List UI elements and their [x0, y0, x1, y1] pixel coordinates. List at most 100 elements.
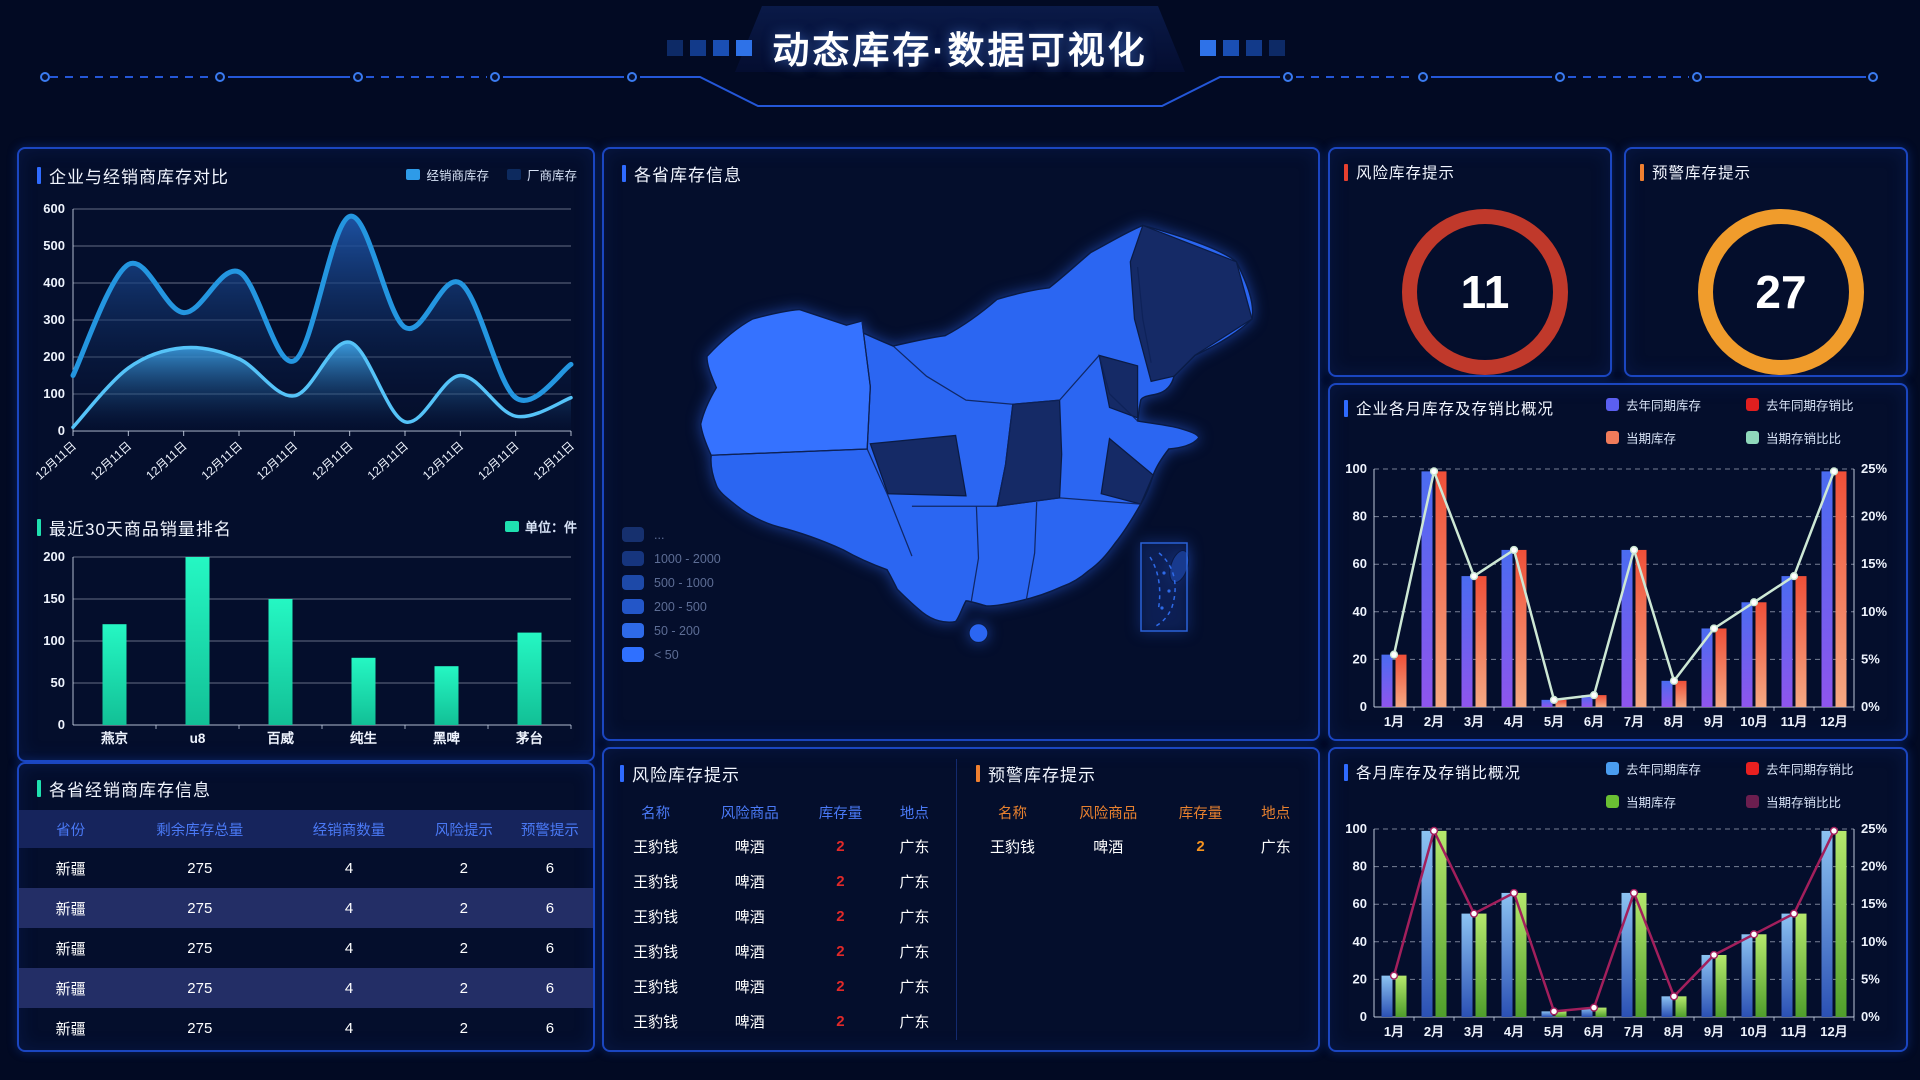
table-cell: 王豹钱 [989, 839, 1035, 856]
map-legend-item[interactable]: < 50 [622, 647, 721, 662]
svg-text:1月: 1月 [1384, 1024, 1404, 1039]
legend-swatch [1606, 795, 1619, 808]
title-plate [735, 6, 1185, 72]
legend-item[interactable]: 厂商库存 [506, 165, 577, 184]
table-cell: 275 [187, 939, 213, 957]
map-legend-swatch [622, 623, 644, 638]
svg-text:4月: 4月 [1504, 714, 1524, 729]
risk-table-header: 名称 风险商品 库存量 地点 [612, 795, 948, 829]
legend-swatch [1746, 431, 1759, 444]
column-header: 地点 [1261, 805, 1291, 822]
company-monthly-chart-canvas: 0 0% 20 5% 40 10% 60 15% 80 20% 100 25% 1月 2月 3月 4月 5月 6月… [1330, 455, 1906, 737]
svg-text:9月: 9月 [1704, 1024, 1724, 1039]
map-legend-item[interactable]: ... [622, 527, 721, 542]
china-map[interactable] [614, 193, 1308, 733]
svg-text:3月: 3月 [1464, 714, 1484, 729]
legend-swatch [1746, 762, 1759, 775]
table-cell: 6 [545, 939, 555, 957]
table-row: 王豹钱 啤酒 2 广东 [612, 969, 948, 1004]
legend-swatch [1746, 795, 1759, 808]
warn-table-body: 王豹钱 啤酒 2 广东 [968, 829, 1310, 864]
table-cell: 王豹钱 [633, 944, 679, 961]
title-accent [1344, 763, 1348, 781]
table-cell: 275 [187, 899, 213, 917]
table-row: 新疆 275 4 2 6 [19, 968, 593, 1008]
svg-text:150: 150 [43, 591, 65, 606]
legend-item[interactable]: 当期库存 [1606, 428, 1746, 447]
panel-inventory-compare: 企业与经销商库存对比 经销商库存 厂商库存 0 100 200 300 400 500 600… [17, 147, 595, 762]
svg-text:12月11日: 12月11日 [199, 439, 245, 483]
column-header: 剩余库存总量 [156, 822, 244, 839]
panel-title-row: 风险库存提示 [1344, 161, 1455, 183]
page-title: 动态库存·数据可视化 [772, 30, 1148, 71]
title-accent [1640, 163, 1644, 181]
svg-text:2月: 2月 [1424, 1024, 1444, 1039]
title-accent [37, 519, 41, 536]
legend-item[interactable]: 经销商库存 [406, 165, 489, 184]
column-header: 风险商品 [720, 805, 779, 822]
column-header: 名称 [997, 805, 1027, 822]
legend-item[interactable]: 当期存销比比 [1746, 428, 1896, 447]
table-row: 王豹钱 啤酒 2 广东 [612, 899, 948, 934]
svg-text:500: 500 [43, 238, 65, 253]
table-cell: 2 [459, 899, 468, 917]
legend-label: 去年同期存销比 [1766, 763, 1854, 777]
panel-title-row: 企业与经销商库存对比 [37, 163, 229, 188]
warn-gauge-value: 27 [1755, 266, 1807, 318]
svg-text:黑啤: 黑啤 [433, 730, 460, 746]
svg-text:6月: 6月 [1584, 1024, 1604, 1039]
legend-item[interactable]: 去年同期库存 [1606, 395, 1746, 414]
table-cell: 新疆 [55, 900, 86, 918]
map-legend-item[interactable]: 1000 - 2000 [622, 551, 721, 566]
header-deco-squares-left [667, 40, 752, 56]
legend-item[interactable]: 当期存销比比 [1746, 792, 1896, 811]
unit-label: 单位：件 [524, 520, 577, 535]
panel-risk-gauge: 风险库存提示 11 [1328, 147, 1612, 377]
map-legend-item[interactable]: 200 - 500 [622, 599, 721, 614]
table-cell: 4 [344, 939, 354, 957]
table-cell: 新疆 [55, 1020, 86, 1038]
table-cell: 王豹钱 [633, 1014, 679, 1031]
svg-text:20: 20 [1353, 971, 1367, 986]
svg-text:12月11日: 12月11日 [254, 439, 300, 483]
svg-text:80: 80 [1353, 509, 1367, 524]
table-cell: 2 [459, 979, 468, 997]
svg-text:5%: 5% [1861, 971, 1880, 986]
table-cell: 啤酒 [734, 1014, 765, 1031]
svg-text:1月: 1月 [1384, 714, 1404, 729]
svg-text:15%: 15% [1861, 896, 1887, 911]
svg-text:燕京: 燕京 [101, 730, 128, 746]
svg-text:100: 100 [1345, 461, 1367, 476]
table-cell: 啤酒 [734, 874, 765, 891]
svg-text:5月: 5月 [1544, 714, 1564, 729]
column-header: 风险提示 [434, 822, 493, 839]
svg-text:茅台: 茅台 [516, 730, 543, 746]
map-legend-swatch [622, 599, 644, 614]
column-header: 名称 [641, 805, 671, 822]
legend-item[interactable]: 去年同期存销比 [1746, 395, 1896, 414]
panel-mini-tables: 风险库存提示 名称 风险商品 库存量 地点 王豹钱 啤酒 2 广东 王豹钱 啤酒 2 广东 王豹钱 啤酒… [602, 747, 1320, 1052]
table-cell: 王豹钱 [633, 979, 679, 996]
map-legend-label: ... [654, 527, 665, 542]
map-legend-item[interactable]: 500 - 1000 [622, 575, 721, 590]
legend-label: 厂商库存 [526, 169, 577, 183]
legend-label: 去年同期库存 [1626, 763, 1702, 777]
table-cell: 王豹钱 [633, 839, 679, 856]
legend-swatch [1606, 762, 1619, 775]
svg-text:12月11日: 12月11日 [475, 439, 521, 483]
legend-item[interactable]: 去年同期存销比 [1746, 759, 1896, 778]
svg-text:100: 100 [43, 386, 65, 401]
table-cell: 啤酒 [734, 944, 765, 961]
header-deco-lines [40, 72, 1878, 107]
svg-text:15%: 15% [1861, 556, 1887, 571]
legend-label: 当期库存 [1626, 432, 1677, 446]
table-row: 王豹钱 啤酒 2 广东 [612, 1004, 948, 1039]
legend-item[interactable]: 去年同期库存 [1606, 759, 1746, 778]
map-legend-item[interactable]: 50 - 200 [622, 623, 721, 638]
panel-title-row: 预警库存提示 [976, 761, 1096, 786]
page-header: 动态库存·数据可视化 [0, 0, 1920, 118]
svg-text:12月11日: 12月11日 [33, 439, 79, 483]
area-chart-canvas: 0 100 200 300 400 500 600 12月11日 12月11日 12月11日 12月… [27, 193, 583, 511]
legend-item[interactable]: 当期库存 [1606, 792, 1746, 811]
svg-text:11月: 11月 [1781, 714, 1808, 729]
